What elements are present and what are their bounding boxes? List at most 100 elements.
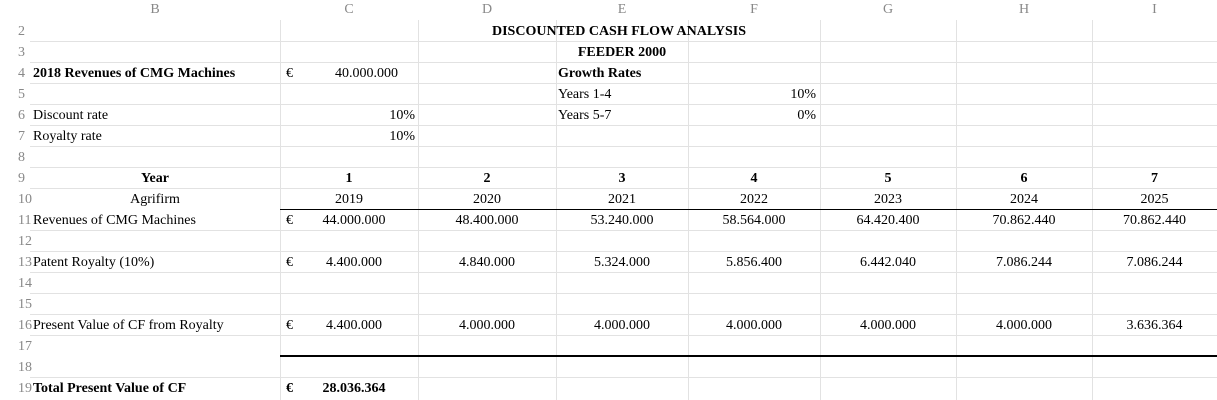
pv-cell[interactable]: 4.000.000 [996,318,1052,333]
pv-cell[interactable]: 4.000.000 [459,318,515,333]
agrifirm-label[interactable]: Agrifirm [130,192,180,207]
row-number[interactable]: 2 [18,24,25,39]
year-cell[interactable]: 3 [618,171,626,186]
pv-cell[interactable]: 4.000.000 [860,318,916,333]
grid-line [30,83,1217,84]
year-cell[interactable]: 4 [750,171,758,186]
royalty-row-label[interactable]: Patent Royalty (10%) [33,255,155,270]
growth-years-1-4-value[interactable]: 10% [790,87,816,102]
row-number[interactable]: 5 [18,87,25,102]
growth-years-5-7-value[interactable]: 0% [797,108,816,123]
currency-symbol[interactable]: € [286,318,293,333]
royalty-rate-label[interactable]: Royalty rate [33,129,102,144]
total-pv-label[interactable]: Total Present Value of CF [33,381,187,396]
year-cell[interactable]: 6 [1020,171,1028,186]
agrifirm-cell[interactable]: 2021 [608,192,636,207]
row-number[interactable]: 14 [18,276,32,291]
pv-row-label[interactable]: Present Value of CF from Royalty [33,318,224,333]
royalty-cell[interactable]: 5.856.400 [726,255,782,270]
row-number[interactable]: 8 [18,150,25,165]
column-header-f[interactable]: F [750,2,758,17]
revenues-cell[interactable]: 48.400.000 [455,213,519,228]
royalty-cell[interactable]: 7.086.244 [1126,255,1183,270]
currency-symbol[interactable]: € [286,255,293,270]
grid-line [30,230,1217,231]
column-header-c[interactable]: C [344,2,354,17]
growth-years-1-4-label[interactable]: Years 1-4 [558,87,612,102]
royalty-rate-value[interactable]: 10% [389,129,415,144]
currency-symbol[interactable]: € [286,66,293,81]
revenues-cell[interactable]: 70.862.440 [992,213,1056,228]
row-number[interactable]: 6 [18,108,25,123]
column-header-e[interactable]: E [617,2,627,17]
row-number[interactable]: 7 [18,129,25,144]
revenues-cell[interactable]: 70.862.440 [1123,213,1186,228]
grid-line [1092,20,1093,400]
column-header-h[interactable]: H [1018,2,1030,17]
agrifirm-cell[interactable]: 2025 [1140,192,1169,207]
royalty-cell[interactable]: 5.324.000 [594,255,650,270]
royalty-cell[interactable]: 7.086.244 [996,255,1052,270]
row-number[interactable]: 10 [18,192,32,207]
growth-rates-header[interactable]: Growth Rates [558,66,642,81]
royalty-cell[interactable]: 6.442.040 [860,255,916,270]
row-number[interactable]: 3 [18,45,25,60]
grid-line [30,335,1217,336]
discount-rate-label[interactable]: Discount rate [33,108,109,123]
pv-cell[interactable]: 4.000.000 [726,318,782,333]
agrifirm-cell[interactable]: 2022 [740,192,768,207]
agrifirm-cell[interactable]: 2023 [874,192,902,207]
revenues-2018-label[interactable]: 2018 Revenues of CMG Machines [33,66,236,81]
royalty-cell[interactable]: 4.840.000 [459,255,515,270]
grid-line [556,20,557,400]
year-cell[interactable]: 5 [884,171,892,186]
row-number[interactable]: 9 [18,171,25,186]
pv-cell[interactable]: 4.000.000 [594,318,650,333]
royalty-cell[interactable]: 4.400.000 [326,255,382,270]
grid-line [820,20,821,400]
discount-rate-value[interactable]: 10% [389,108,415,123]
year-cell[interactable]: 7 [1151,171,1158,186]
column-header-d[interactable]: D [481,2,493,17]
row-number[interactable]: 16 [18,318,32,333]
year-cell[interactable]: 2 [483,171,491,186]
row-number[interactable]: 13 [18,255,32,270]
revenues-row-label[interactable]: Revenues of CMG Machines [33,213,196,228]
row-number[interactable]: 17 [18,339,32,354]
grid-line [30,104,1217,105]
revenues-2018-value[interactable]: 40.000.000 [335,66,398,81]
currency-symbol[interactable]: € [286,381,293,396]
row-number[interactable]: 11 [18,213,32,228]
revenues-cell[interactable]: 64.420.400 [856,213,920,228]
grid-line [30,314,1217,315]
pv-cell[interactable]: 4.400.000 [326,318,382,333]
column-header-i[interactable]: I [1152,2,1157,17]
grid-line [30,167,1217,168]
revenues-cell[interactable]: 53.240.000 [590,213,654,228]
total-pv-value[interactable]: 28.036.364 [322,381,386,396]
grid-line [30,293,1217,294]
agrifirm-cell[interactable]: 2024 [1010,192,1038,207]
row-number[interactable]: 4 [18,66,25,81]
sheet-title[interactable]: DISCOUNTED CASH FLOW ANALYSIS [491,24,747,39]
grid-line [30,41,1217,42]
pv-cell[interactable]: 3.636.364 [1126,318,1183,333]
sheet-subtitle[interactable]: FEEDER 2000 [577,45,667,60]
column-header-g[interactable]: G [882,2,894,17]
column-header-b[interactable]: B [150,2,160,17]
revenues-cell[interactable]: 44.000.000 [322,213,386,228]
row-number[interactable]: 12 [18,234,32,249]
agrifirm-cell[interactable]: 2019 [335,192,363,207]
agrifirm-cell[interactable]: 2020 [473,192,501,207]
row-number[interactable]: 15 [18,297,32,312]
row-number[interactable]: 19 [18,381,32,396]
year-cell[interactable]: 1 [345,171,353,186]
growth-years-5-7-label[interactable]: Years 5-7 [558,108,612,123]
revenues-cell[interactable]: 58.564.000 [722,213,786,228]
total-top-border [280,355,1217,357]
grid-line [956,20,957,400]
row-number[interactable]: 18 [18,360,32,375]
currency-symbol[interactable]: € [286,213,293,228]
year-label[interactable]: Year [141,171,169,186]
